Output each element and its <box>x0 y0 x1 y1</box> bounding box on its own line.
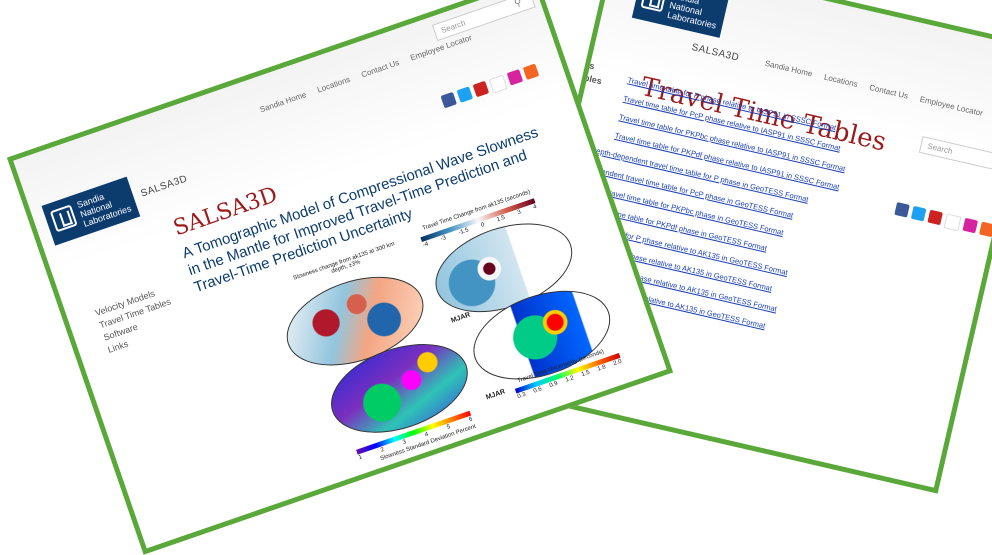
tick-label: 1.8 <box>596 364 607 373</box>
tick-label: 5 <box>446 424 452 431</box>
instagram-icon[interactable] <box>506 69 524 86</box>
twitter-icon[interactable] <box>910 205 927 222</box>
tick-label: 6 <box>468 416 474 424</box>
tick-label: 1.5 <box>580 369 591 379</box>
tick-label: 4 <box>424 431 430 439</box>
tick-label: -3 <box>440 235 448 243</box>
station-label: MJAR <box>485 388 507 402</box>
tick-label: 3 <box>402 439 408 447</box>
sandia-logo-icon <box>49 204 78 233</box>
tick-label: 1 <box>358 454 364 462</box>
tick-label: 1.2 <box>564 375 575 384</box>
tick-label: 0.3 <box>516 391 527 401</box>
facebook-icon[interactable] <box>894 202 910 218</box>
facebook-icon[interactable] <box>440 91 458 109</box>
tick-label: 4 <box>532 203 538 211</box>
flickr-icon[interactable] <box>943 213 962 232</box>
tick-label: 1.5 <box>496 214 506 224</box>
social-icons <box>894 202 992 239</box>
sidebar: Velocity Models Travel Time Tables Softw… <box>93 283 181 357</box>
youtube-icon[interactable] <box>927 209 943 226</box>
tick-label: 2.0 <box>612 358 623 368</box>
sandia-logo-icon <box>640 0 667 13</box>
sidebar: els ables <box>578 58 606 89</box>
rss-icon[interactable] <box>979 221 992 238</box>
tick-label: 0 <box>480 221 486 229</box>
twitter-icon[interactable] <box>456 86 474 103</box>
tick-label: 2 <box>380 446 386 454</box>
station-label: MJAR <box>450 311 472 325</box>
instagram-icon[interactable] <box>962 217 979 234</box>
tick-label: -4 <box>422 241 430 249</box>
tick-label: 0.6 <box>532 386 543 395</box>
tick-label: 3 <box>516 209 522 217</box>
tick-label: 0.9 <box>548 380 559 390</box>
youtube-icon[interactable] <box>472 80 490 98</box>
salsa3d-screenshot: Sandia National Laboratories SALSA3D San… <box>6 0 674 555</box>
